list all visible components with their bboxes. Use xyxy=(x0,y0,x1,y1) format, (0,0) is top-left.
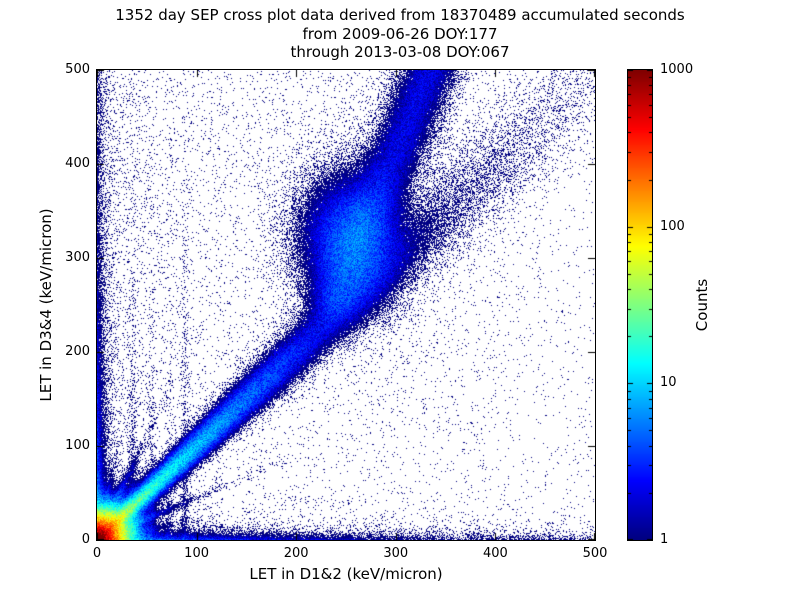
chart-subtitle-through: through 2013-03-08 DOY:067 xyxy=(290,43,510,61)
colorbar-gradient-canvas xyxy=(628,70,652,540)
colorbar-tick-label: 1 xyxy=(660,532,669,547)
y-tick-label: 500 xyxy=(65,62,90,77)
chart-subtitle-from: from 2009-06-26 DOY:177 xyxy=(302,25,498,43)
y-tick-label: 0 xyxy=(81,532,90,547)
plot-area xyxy=(96,69,596,541)
y-axis-label: LET in D3&4 (keV/micron) xyxy=(37,208,55,402)
scatter-heatmap-canvas xyxy=(97,70,595,540)
colorbar-label: Counts xyxy=(693,278,711,332)
x-tick-label: 500 xyxy=(582,546,608,561)
colorbar-tick-label: 1000 xyxy=(660,62,694,77)
x-tick-label: 200 xyxy=(283,546,309,561)
y-tick-label: 300 xyxy=(65,250,90,265)
x-tick-label: 0 xyxy=(92,546,102,561)
x-tick-label: 400 xyxy=(482,546,508,561)
x-tick-label: 300 xyxy=(383,546,409,561)
chart-title: 1352 day SEP cross plot data derived fro… xyxy=(115,6,685,24)
x-axis-label: LET in D1&2 (keV/micron) xyxy=(249,565,443,583)
y-tick-label: 200 xyxy=(65,344,90,359)
y-tick-label: 100 xyxy=(65,438,90,453)
colorbar-tick-label: 10 xyxy=(660,375,677,391)
colorbar-tick-label: 100 xyxy=(660,218,685,234)
colorbar xyxy=(627,69,653,541)
y-tick-label: 400 xyxy=(65,156,90,171)
x-tick-label: 100 xyxy=(184,546,209,561)
